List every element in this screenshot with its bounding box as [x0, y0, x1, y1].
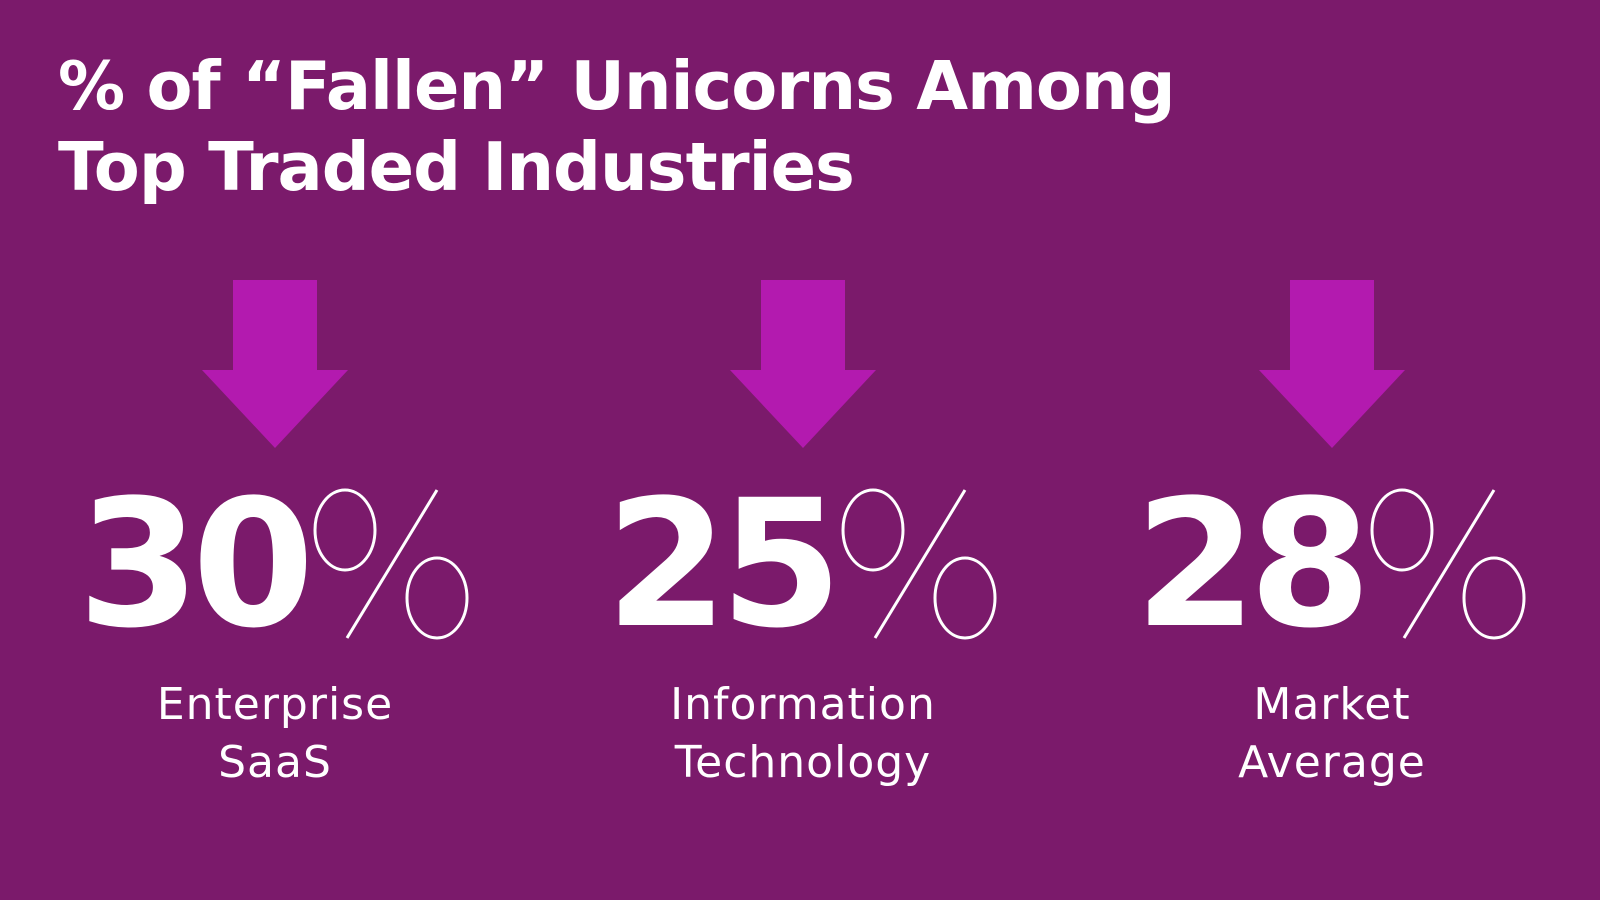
- percent-sign-icon: [1370, 488, 1526, 640]
- stat-label: Enterprise SaaS: [157, 676, 393, 792]
- stat-enterprise-saas: 30 Enterprise SaaS: [15, 280, 535, 792]
- stat-label: Information Technology: [670, 676, 936, 792]
- stat-value: 28: [1134, 462, 1530, 667]
- chart-title-line-1: % of “Fallen” Unicorns Among: [58, 47, 1176, 125]
- percent-sign-icon: [313, 488, 469, 640]
- down-arrow-icon: [202, 280, 348, 448]
- stat-label: Market Average: [1238, 676, 1426, 792]
- stat-number: 25: [605, 462, 843, 667]
- down-arrow-shape: [730, 280, 876, 448]
- stat-value: 30: [77, 462, 473, 667]
- stat-label-line-1: Market: [1253, 679, 1411, 730]
- down-arrow-icon: [1259, 280, 1405, 448]
- stat-label-line-1: Enterprise: [156, 679, 394, 730]
- stat-information-technology: 25 Information Technology: [543, 280, 1063, 792]
- stat-number: 28: [1134, 462, 1372, 667]
- stat-label-line-1: Information: [670, 679, 936, 730]
- down-arrow-shape: [1259, 280, 1405, 448]
- down-arrow-shape: [202, 280, 348, 448]
- chart-title-line-2: Top Traded Industries: [58, 128, 855, 206]
- stat-label-line-2: SaaS: [218, 737, 332, 788]
- percent-sign-icon: [841, 488, 997, 640]
- chart-title: % of “Fallen” Unicorns Among Top Traded …: [58, 46, 1358, 208]
- stat-market-average: 28 Market Average: [1072, 280, 1592, 792]
- stat-number: 30: [77, 462, 315, 667]
- stat-label-line-2: Technology: [674, 737, 932, 788]
- stat-label-line-2: Average: [1238, 737, 1426, 788]
- down-arrow-icon: [730, 280, 876, 448]
- stat-value: 25: [605, 462, 1001, 667]
